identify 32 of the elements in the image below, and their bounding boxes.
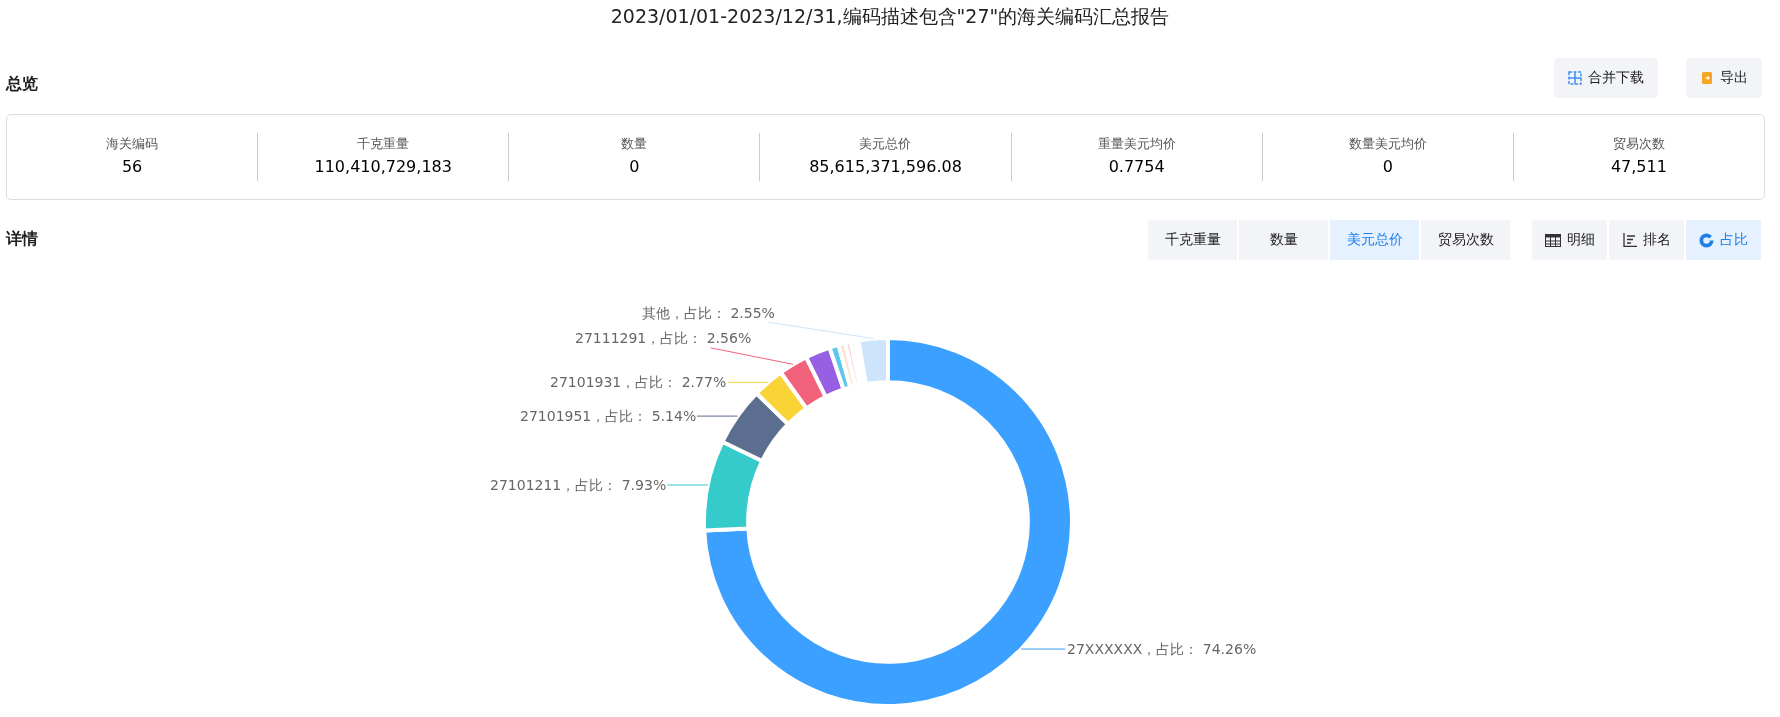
- text: 合并下载: [1588, 69, 1644, 87]
- text: 排名: [1642, 231, 1671, 249]
- text: 数量: [1269, 231, 1298, 249]
- text: 56: [121, 157, 143, 176]
- slice-label: 27101951，占比： 5.14%: [520, 408, 697, 424]
- category-label: 数量美元均价: [1347, 135, 1428, 153]
- text: 85,615,371,596.08: [809, 157, 962, 176]
- text: 千克重量: [1164, 231, 1221, 249]
- slice-label: 27101931，占比： 2.77%: [550, 374, 727, 390]
- text: 110,410,729,183: [314, 157, 452, 176]
- category-label: 千克重量: [356, 135, 411, 153]
- text: 贸易次数: [1437, 231, 1494, 249]
- text: 导出: [1720, 69, 1748, 87]
- text: 0: [629, 157, 640, 176]
- text: 0.7754: [1108, 157, 1165, 176]
- text: 总览: [6, 74, 38, 95]
- text: 占比: [1720, 231, 1748, 249]
- slice-label: 27101211，占比： 7.93%: [490, 477, 667, 493]
- text: 0: [1382, 157, 1393, 176]
- text: 明细: [1566, 231, 1595, 249]
- text: 美元总价: [1346, 231, 1403, 249]
- text: 47,511: [1610, 157, 1667, 176]
- category-label: 海关编码: [105, 135, 160, 153]
- category-label: 贸易次数: [1611, 135, 1666, 153]
- slice-label: 27XXXXXX，占比： 74.26%: [1067, 641, 1257, 657]
- slice-label: 其他，占比： 2.55%: [642, 305, 775, 321]
- text: 详情: [6, 229, 38, 250]
- text: 2023/01/01-2023/12/31,编码描述包含"27"的海关编码汇总报告: [609, 4, 1171, 29]
- category-label: 美元总价: [858, 135, 913, 153]
- slice-label: 27111291，占比： 2.56%: [575, 330, 752, 346]
- category-label: 重量美元均价: [1096, 135, 1177, 153]
- category-label: 数量: [620, 135, 649, 153]
